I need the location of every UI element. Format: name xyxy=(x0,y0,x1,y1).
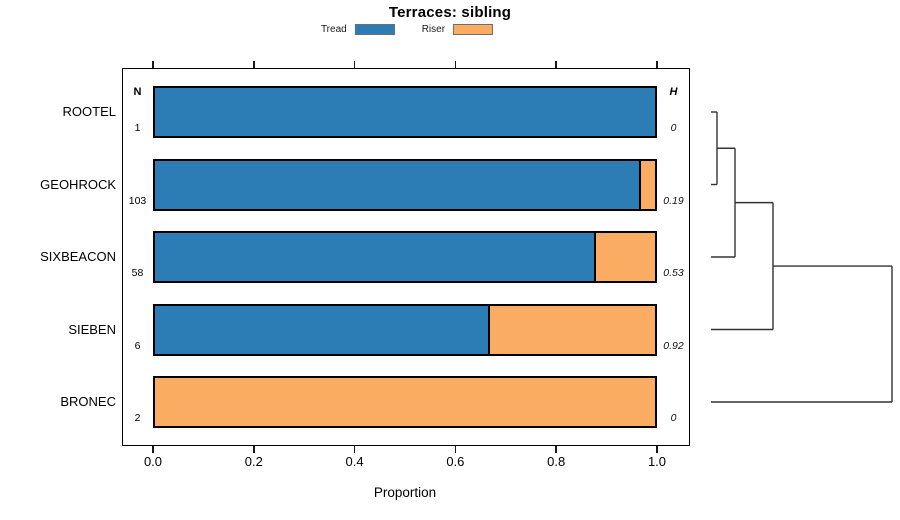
h-value-bronec: 0 xyxy=(670,412,677,424)
category-label-sieben: SIEBEN xyxy=(68,321,116,337)
legend-label-tread: Tread xyxy=(320,24,347,35)
n-value-bronec: 2 xyxy=(134,412,141,424)
n-column-header: N xyxy=(133,86,142,98)
legend-item-tread: Tread xyxy=(321,24,395,35)
x-axis-tick-top xyxy=(555,61,557,68)
x-axis-tick-top xyxy=(353,61,356,68)
x-axis-tick-top xyxy=(454,61,457,68)
bar-row-sieben xyxy=(153,303,657,356)
bar-row-bronec xyxy=(153,376,657,428)
x-axis-tick-label: 0.2 xyxy=(244,454,263,469)
x-axis-tick-label: 1.0 xyxy=(647,454,667,469)
n-value-geohrock: 103 xyxy=(128,194,147,207)
x-axis-tick-bottom xyxy=(253,446,255,453)
x-axis-tick-bottom xyxy=(656,446,658,453)
x-axis-tick-label: 0.0 xyxy=(143,454,163,469)
x-axis-tick-bottom xyxy=(152,446,154,453)
bar-segment-riser xyxy=(488,303,657,356)
bar-row-geohrock xyxy=(153,158,657,211)
category-label-bronec: BRONEC xyxy=(60,394,116,409)
n-value-rootel: 1 xyxy=(134,122,141,134)
bar-segment-tread xyxy=(153,303,491,356)
bar-segment-riser xyxy=(594,231,657,283)
category-label-rootel: ROOTEL xyxy=(62,104,116,119)
category-label-sixbeacon: SIXBEACON xyxy=(40,249,116,264)
x-axis-tick-bottom xyxy=(353,446,356,453)
bar-segment-tread xyxy=(153,231,597,283)
x-axis-tick-bottom xyxy=(454,446,457,453)
x-axis-tick-label: 0.6 xyxy=(446,454,465,469)
bar-row-sixbeacon xyxy=(153,231,657,283)
category-label-geohrock: GEOHROCK xyxy=(40,176,116,192)
bar-segment-tread xyxy=(153,158,642,211)
h-value-sixbeacon: 0.53 xyxy=(663,267,684,279)
legend-item-riser: Riser xyxy=(421,24,494,35)
x-axis-tick-label: 0.4 xyxy=(345,454,364,469)
tread-legend-swatch xyxy=(354,24,395,35)
legend: Tread Riser xyxy=(321,24,494,35)
bar-row-rootel xyxy=(153,86,657,138)
x-axis-tick-top xyxy=(656,61,658,68)
n-value-sieben: 6 xyxy=(134,339,141,352)
h-value-sieben: 0.92 xyxy=(663,339,684,352)
h-value-geohrock: 0.19 xyxy=(663,194,684,207)
bar-segment-riser xyxy=(153,376,657,428)
plot-area xyxy=(122,68,690,446)
x-axis-title: Proportion xyxy=(373,485,437,500)
x-axis-tick-top xyxy=(152,61,154,68)
riser-legend-swatch xyxy=(453,24,494,35)
x-axis-tick-bottom xyxy=(555,446,557,453)
h-column-header: H xyxy=(669,86,678,98)
h-value-rootel: 0 xyxy=(670,122,677,134)
bar-segment-riser xyxy=(639,158,657,211)
x-axis-tick-label: 0.8 xyxy=(547,454,566,469)
chart-title: Terraces: sibling xyxy=(388,4,512,21)
legend-label-riser: Riser xyxy=(421,24,446,35)
n-value-sixbeacon: 58 xyxy=(131,267,144,279)
x-axis-tick-top xyxy=(253,61,255,68)
bar-segment-tread xyxy=(153,86,657,138)
